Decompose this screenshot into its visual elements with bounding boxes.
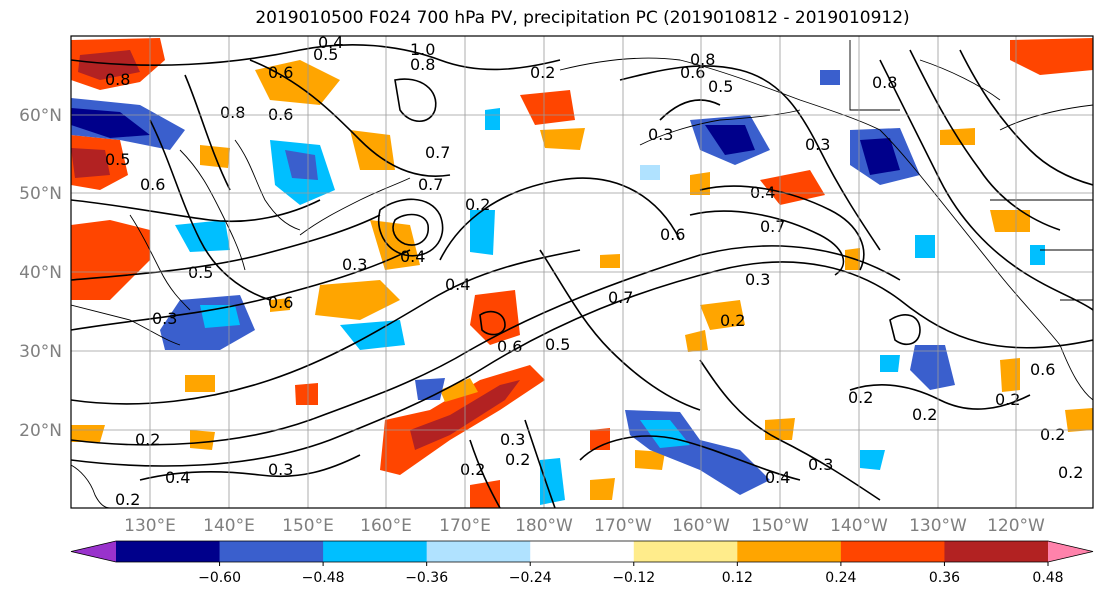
pv-contour-labels: 0.4 0.5 0.6 0.8 1.0 0.8 0.2 0.6 0.8 0.5 …	[105, 33, 1083, 509]
lon-label: 180°W	[515, 516, 573, 536]
contour-label: 0.6	[268, 63, 293, 82]
contour-label: 0.5	[708, 77, 733, 96]
contour-label: 0.2	[530, 63, 555, 82]
colorbar-tick-label: −0.60	[198, 570, 241, 586]
colorbar-tick-label: −0.48	[302, 570, 345, 586]
colorbar-segment	[323, 541, 428, 562]
contour-label: 0.8	[410, 55, 435, 74]
contour-label: 0.2	[505, 450, 530, 469]
lon-label: 150°W	[751, 516, 809, 536]
lon-label: 130°W	[909, 516, 967, 536]
contour-label: 0.3	[500, 430, 525, 449]
contour-label: 0.8	[872, 73, 897, 92]
contour-label: 0.3	[808, 455, 833, 474]
precip-negative-shading	[71, 70, 1045, 505]
contour-label: 0.2	[460, 460, 485, 479]
contour-label: 0.6	[140, 175, 165, 194]
contour-label: 0.6	[660, 225, 685, 244]
contour-label: 0.2	[720, 311, 745, 330]
lon-label: 160°W	[672, 516, 730, 536]
contour-label: 0.6	[1030, 360, 1055, 379]
contour-label: 0.4	[400, 247, 425, 266]
contour-label: 0.5	[105, 150, 130, 169]
colorbar-segment	[116, 541, 221, 562]
latitude-labels: 60°N 50°N 40°N 30°N 20°N	[19, 106, 62, 441]
lat-label-60n: 60°N	[19, 106, 62, 126]
colorbar-extend-min	[71, 541, 116, 562]
longitude-labels: 130°E 140°E 150°E 160°E 170°E 180°W 170°…	[124, 516, 1045, 536]
colorbar: −0.60 −0.48 −0.36 −0.24 −0.12 0.12 0.24 0.36 0.4…	[70, 540, 1094, 586]
colorbar-tick-label: 0.48	[1032, 570, 1063, 586]
lat-label-20n: 20°N	[19, 421, 62, 441]
contour-label: 0.4	[765, 468, 790, 487]
colorbar-tick-label: 0.12	[722, 570, 753, 586]
contour-label: 0.5	[313, 45, 338, 64]
contour-label: 0.3	[805, 135, 830, 154]
precip-positive-shading	[71, 38, 1093, 508]
contour-label: 0.2	[135, 430, 160, 449]
contour-label: 0.8	[105, 70, 130, 89]
contour-label: 0.3	[648, 125, 673, 144]
lon-label: 140°W	[830, 516, 888, 536]
contour-label: 0.3	[152, 309, 177, 328]
lon-label: 130°E	[124, 516, 176, 536]
colorbar-outline	[70, 540, 1094, 563]
contour-label: 0.5	[545, 335, 570, 354]
contour-label: 0.2	[995, 390, 1020, 409]
contour-label: 0.2	[1040, 425, 1065, 444]
contour-label: 0.7	[760, 217, 785, 236]
contour-label: 0.3	[745, 270, 770, 289]
contour-label: 0.2	[1058, 463, 1083, 482]
colorbar-tick-label: −0.24	[509, 570, 552, 586]
map-frame	[70, 35, 1094, 509]
contour-label: 0.2	[115, 490, 140, 509]
colorbar-segment	[530, 541, 635, 562]
contour-label: 0.7	[418, 175, 443, 194]
contour-label: 0.7	[608, 288, 633, 307]
contour-label: 1.0	[410, 40, 435, 59]
map-title: 2019010500 F024 700 hPa PV, precipitatio…	[255, 8, 910, 28]
colorbar-segment	[944, 541, 1049, 562]
colorbar-segment	[633, 541, 738, 562]
lon-label: 140°E	[203, 516, 255, 536]
contour-label: 0.4	[318, 33, 343, 52]
contour-label: 0.6	[268, 105, 293, 124]
contour-label: 0.3	[342, 255, 367, 274]
contour-label: 0.7	[425, 143, 450, 162]
lon-label: 170°W	[594, 516, 652, 536]
colorbar-tick-label: 0.36	[929, 570, 960, 586]
colorbar-tick-label: −0.12	[612, 570, 655, 586]
contour-label: 0.2	[848, 388, 873, 407]
contour-label: 0.2	[912, 405, 937, 424]
contour-label: 0.2	[465, 195, 490, 214]
colorbar-tick-label: −0.36	[405, 570, 448, 586]
contour-label: 0.5	[188, 263, 213, 282]
contour-label: 0.8	[220, 103, 245, 122]
contour-label: 0.4	[445, 275, 470, 294]
colorbar-segment	[426, 541, 531, 562]
contour-label: 0.4	[750, 183, 775, 202]
gridlines	[71, 36, 1093, 508]
contour-label: 0.3	[268, 460, 293, 479]
colorbar-extend-max	[1048, 541, 1093, 562]
lon-label: 120°W	[987, 516, 1045, 536]
lat-label-50n: 50°N	[19, 184, 62, 204]
lat-label-30n: 30°N	[19, 342, 62, 362]
lat-label-40n: 40°N	[19, 263, 62, 283]
lon-label: 150°E	[282, 516, 334, 536]
colorbar-segment	[219, 541, 324, 562]
contour-label: 0.6	[497, 337, 522, 356]
lon-label: 160°E	[360, 516, 412, 536]
contour-label: 0.4	[165, 468, 190, 487]
colorbar-segment	[737, 541, 842, 562]
contour-label: 0.6	[680, 63, 705, 82]
coastlines	[71, 40, 1093, 508]
lon-label: 170°E	[439, 516, 491, 536]
contour-label: 0.6	[268, 293, 293, 312]
colorbar-segment	[840, 541, 945, 562]
colorbar-tick-label: 0.24	[825, 570, 856, 586]
